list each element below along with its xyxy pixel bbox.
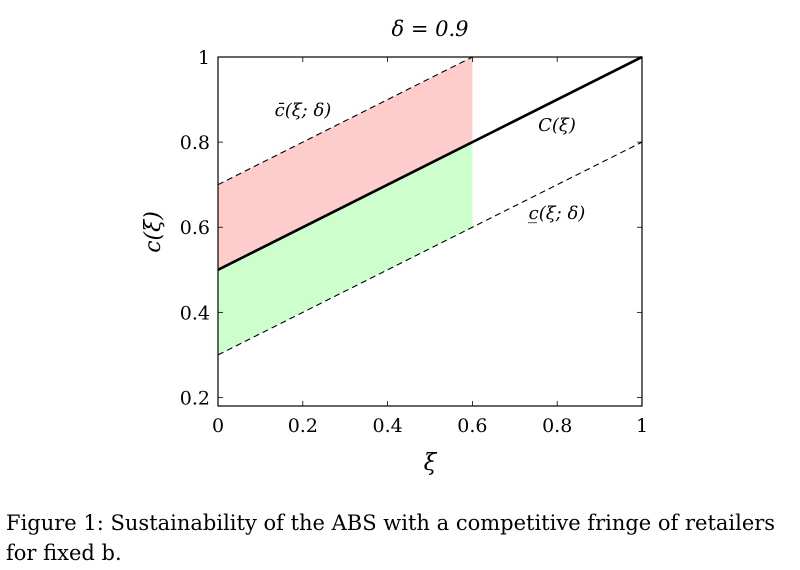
chart-title: δ = 0.9	[392, 17, 469, 41]
plot-border	[217, 56, 643, 407]
series-label-C: C(ξ)	[538, 115, 576, 136]
y-tick-label: 1	[198, 47, 210, 69]
x-tick-label: 1	[636, 415, 648, 437]
y-tick-label: 0.2	[180, 387, 210, 409]
series-lines	[217, 55, 643, 356]
y-tick-label: 0.8	[180, 132, 210, 154]
tick-labels: 0 0.2 0.4 0.6 0.8 10.20.40.60.81	[180, 47, 648, 437]
series-line-1	[217, 56, 473, 186]
x-tick-label: 0.6	[457, 415, 487, 437]
series-line-0	[217, 55, 643, 271]
y-axis-label: c(ξ)	[141, 211, 166, 253]
plot-frame	[217, 56, 643, 407]
figure-caption: Figure 1: Sustainability of the ABS with…	[6, 511, 776, 565]
series-line-2	[217, 141, 643, 356]
x-axis-label: ξ	[424, 450, 438, 476]
series-label-upper-bound: c̄(ξ; δ)	[275, 100, 332, 121]
x-tick-label: 0.4	[372, 415, 402, 437]
x-tick-label: 0.8	[542, 415, 572, 437]
tick-marks	[217, 56, 643, 406]
x-tick-label: 0	[212, 415, 224, 437]
series-label-lower-bound: c̲(ξ; δ)	[528, 203, 585, 224]
shaded-regions	[218, 57, 473, 355]
chart: 0 0.2 0.4 0.6 0.8 10.20.40.60.81 δ = 0.9 ξ c(…	[141, 17, 648, 476]
y-tick-label: 0.4	[180, 302, 210, 324]
shaded-region-1	[218, 142, 473, 355]
y-tick-label: 0.6	[180, 217, 210, 239]
x-tick-label: 0.2	[288, 415, 318, 437]
shaded-region-0	[218, 57, 473, 270]
